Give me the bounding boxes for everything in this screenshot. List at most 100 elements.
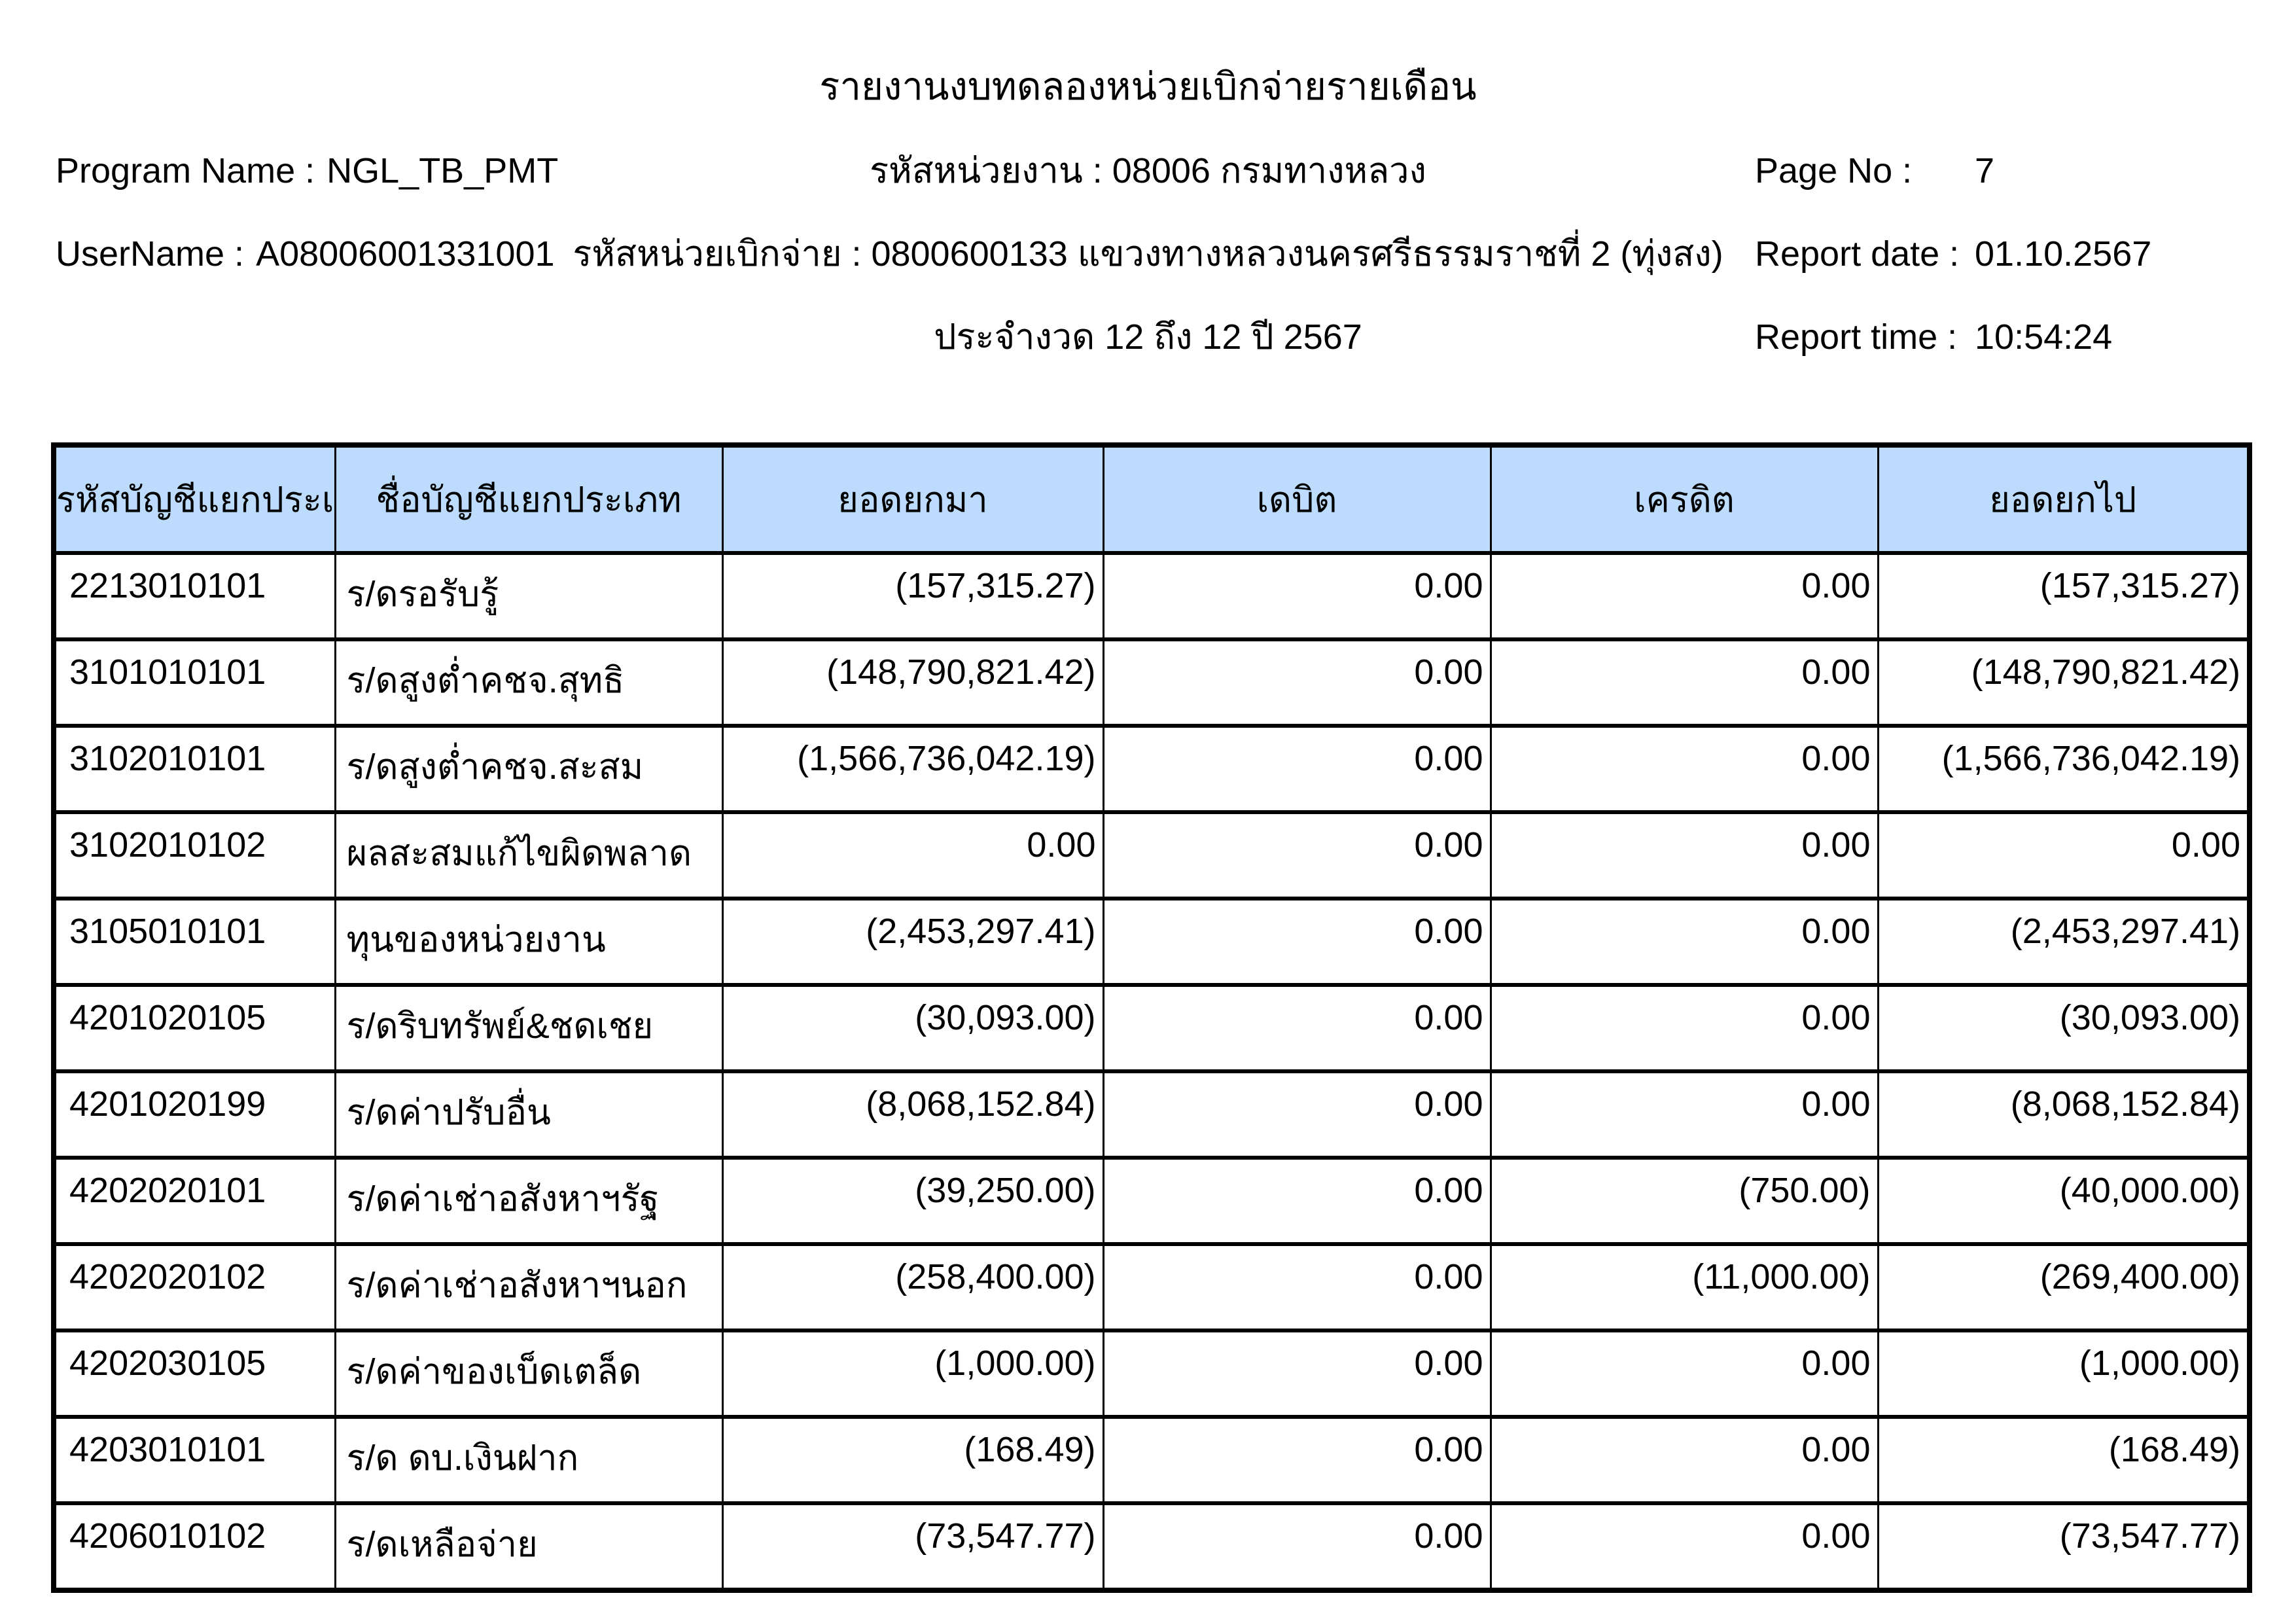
debit-cell: 0.00 xyxy=(1102,724,1492,814)
table-row: 4201020105 ร/ดริบทรัพย์&ชดเชย (30,093.00… xyxy=(52,983,2251,1073)
opening-balance-cell: (157,315.27) xyxy=(721,551,1104,641)
table-row: 3105010101 ทุนของหน่วยงาน (2,453,297.41)… xyxy=(52,897,2251,987)
debit-cell: 0.00 xyxy=(1102,1501,1492,1592)
header-line-4: ประจำงวด 12 ถึง 12 ปี 2567 Report time :… xyxy=(0,314,2296,360)
account-code-cell: 3105010101 xyxy=(52,897,336,987)
page-no-label: Page No : xyxy=(1755,151,1913,190)
program-name-label: Program Name : xyxy=(56,151,315,190)
closing-balance-cell: (40,000.00) xyxy=(1877,1156,2251,1246)
credit-cell: 0.00 xyxy=(1489,637,1879,728)
account-name-cell: ร/ดค่าเช่าอสังหาฯนอก xyxy=(334,1242,724,1332)
column-header-debit: เดบิต xyxy=(1102,443,1492,555)
account-code-cell: 3102010101 xyxy=(52,724,336,814)
debit-cell: 0.00 xyxy=(1102,897,1492,987)
account-code-cell: 4202030105 xyxy=(52,1329,336,1419)
table-row: 3102010102 ผลสะสมแก้ไขผิดพลาด 0.00 0.00 … xyxy=(52,810,2251,901)
trial-balance-table-wrap: รหัสบัญชีแยกประเภท ชื่อบัญชีแยกประเภท ยอ… xyxy=(51,442,2252,1593)
opening-balance-cell: (148,790,821.42) xyxy=(721,637,1104,728)
credit-cell: 0.00 xyxy=(1489,810,1879,901)
opening-balance-cell: (39,250.00) xyxy=(721,1156,1104,1246)
table-body: 2213010101 ร/ดรอรับรู้ (157,315.27) 0.00… xyxy=(52,551,2251,1592)
account-name-cell: ทุนของหน่วยงาน xyxy=(334,897,724,987)
account-name-cell: ร/ดริบทรัพย์&ชดเชย xyxy=(334,983,724,1073)
user-name: UserName : A08006001331001 xyxy=(56,231,555,277)
column-header-account-name: ชื่อบัญชีแยกประเภท xyxy=(334,443,724,555)
account-name-cell: ร/ดรอรับรู้ xyxy=(334,551,724,641)
program-name: Program Name : NGL_TB_PMT xyxy=(56,148,558,194)
closing-balance-cell: (8,068,152.84) xyxy=(1877,1069,2251,1160)
account-name-cell: ร/ดเหลือจ่าย xyxy=(334,1501,724,1592)
account-name-cell: ร/ดสูงต่ำคชจ.สะสม xyxy=(334,724,724,814)
page-no-value: 7 xyxy=(1975,151,1995,190)
trial-balance-table: รหัสบัญชีแยกประเภท ชื่อบัญชีแยกประเภท ยอ… xyxy=(51,442,2252,1593)
opening-balance-cell: 0.00 xyxy=(721,810,1104,901)
table-row: 3102010101 ร/ดสูงต่ำคชจ.สะสม (1,566,736,… xyxy=(52,724,2251,814)
user-name-value: A08006001331001 xyxy=(256,234,555,274)
table-row: 4202030105 ร/ดค่าของเบ็ดเตล็ด (1,000.00)… xyxy=(52,1329,2251,1419)
opening-balance-cell: (258,400.00) xyxy=(721,1242,1104,1332)
table-row: 4206010102 ร/ดเหลือจ่าย (73,547.77) 0.00… xyxy=(52,1501,2251,1592)
debit-cell: 0.00 xyxy=(1102,1156,1492,1246)
credit-cell: 0.00 xyxy=(1489,1501,1879,1592)
closing-balance-cell: (148,790,821.42) xyxy=(1877,637,2251,728)
debit-cell: 0.00 xyxy=(1102,983,1492,1073)
account-code-cell: 4201020199 xyxy=(52,1069,336,1160)
debit-cell: 0.00 xyxy=(1102,1069,1492,1160)
report-time-label: Report time : xyxy=(1755,317,1958,357)
column-header-closing-balance: ยอดยกไป xyxy=(1877,443,2251,555)
table-row: 2213010101 ร/ดรอรับรู้ (157,315.27) 0.00… xyxy=(52,551,2251,641)
report-time-value: 10:54:24 xyxy=(1975,317,2113,357)
opening-balance-cell: (168.49) xyxy=(721,1415,1104,1505)
closing-balance-cell: (168.49) xyxy=(1877,1415,2251,1505)
account-code-cell: 4201020105 xyxy=(52,983,336,1073)
account-code-cell: 4206010102 xyxy=(52,1501,336,1592)
debit-cell: 0.00 xyxy=(1102,810,1492,901)
account-code-cell: 2213010101 xyxy=(52,551,336,641)
account-name-cell: ร/ดค่าของเบ็ดเตล็ด xyxy=(334,1329,724,1419)
column-header-opening-balance: ยอดยกมา xyxy=(721,443,1104,555)
period-line: ประจำงวด 12 ถึง 12 ปี 2567 xyxy=(934,317,1362,357)
opening-balance-cell: (73,547.77) xyxy=(721,1501,1104,1592)
credit-cell: 0.00 xyxy=(1489,1329,1879,1419)
closing-balance-cell: 0.00 xyxy=(1877,810,2251,901)
program-name-value: NGL_TB_PMT xyxy=(327,151,559,190)
account-code-cell: 3102010102 xyxy=(52,810,336,901)
account-code-cell: 4203010101 xyxy=(52,1415,336,1505)
header-line-3: UserName : A08006001331001 รหัสหน่วยเบิกจ… xyxy=(0,231,2296,277)
opening-balance-cell: (30,093.00) xyxy=(721,983,1104,1073)
column-header-credit: เครดิต xyxy=(1489,443,1879,555)
closing-balance-cell: (30,093.00) xyxy=(1877,983,2251,1073)
closing-balance-cell: (2,453,297.41) xyxy=(1877,897,2251,987)
account-code-cell: 4202020102 xyxy=(52,1242,336,1332)
table-row: 3101010101 ร/ดสูงต่ำคชจ.สุทธิ (148,790,8… xyxy=(52,637,2251,728)
debit-cell: 0.00 xyxy=(1102,1415,1492,1505)
table-row: 4203010101 ร/ด ดบ.เงินฝาก (168.49) 0.00 … xyxy=(52,1415,2251,1505)
account-name-cell: ร/ดค่าปรับอื่น xyxy=(334,1069,724,1160)
credit-cell: (11,000.00) xyxy=(1489,1242,1879,1332)
debit-cell: 0.00 xyxy=(1102,551,1492,641)
closing-balance-cell: (157,315.27) xyxy=(1877,551,2251,641)
credit-cell: 0.00 xyxy=(1489,983,1879,1073)
table-header-row: รหัสบัญชีแยกประเภท ชื่อบัญชีแยกประเภท ยอ… xyxy=(52,443,2251,555)
debit-cell: 0.00 xyxy=(1102,637,1492,728)
account-name-cell: ร/ดสูงต่ำคชจ.สุทธิ xyxy=(334,637,724,728)
column-header-account-code: รหัสบัญชีแยกประเภท xyxy=(52,443,336,555)
table-row: 4201020199 ร/ดค่าปรับอื่น (8,068,152.84)… xyxy=(52,1069,2251,1160)
credit-cell: 0.00 xyxy=(1489,1415,1879,1505)
agency-code-line: รหัสหน่วยงาน : 08006 กรมทางหลวง xyxy=(870,151,1426,190)
opening-balance-cell: (1,000.00) xyxy=(721,1329,1104,1419)
table-row: 4202020102 ร/ดค่าเช่าอสังหาฯนอก (258,400… xyxy=(52,1242,2251,1332)
opening-balance-cell: (8,068,152.84) xyxy=(721,1069,1104,1160)
account-code-cell: 4202020101 xyxy=(52,1156,336,1246)
report-date-value: 01.10.2567 xyxy=(1975,234,2152,274)
disbursement-unit-line: รหัสหน่วยเบิกจ่าย : 0800600133 แขวงทางหล… xyxy=(573,234,1723,274)
closing-balance-cell: (269,400.00) xyxy=(1877,1242,2251,1332)
debit-cell: 0.00 xyxy=(1102,1329,1492,1419)
account-name-cell: ผลสะสมแก้ไขผิดพลาด xyxy=(334,810,724,901)
header-line-2: Program Name : NGL_TB_PMT รหัสหน่วยงาน : … xyxy=(0,148,2296,194)
page-title: รายงานงบทดลองหน่วยเบิกจ่ายรายเดือน xyxy=(819,65,1477,108)
user-name-label: UserName : xyxy=(56,234,245,274)
credit-cell: 0.00 xyxy=(1489,1069,1879,1160)
opening-balance-cell: (1,566,736,042.19) xyxy=(721,724,1104,814)
